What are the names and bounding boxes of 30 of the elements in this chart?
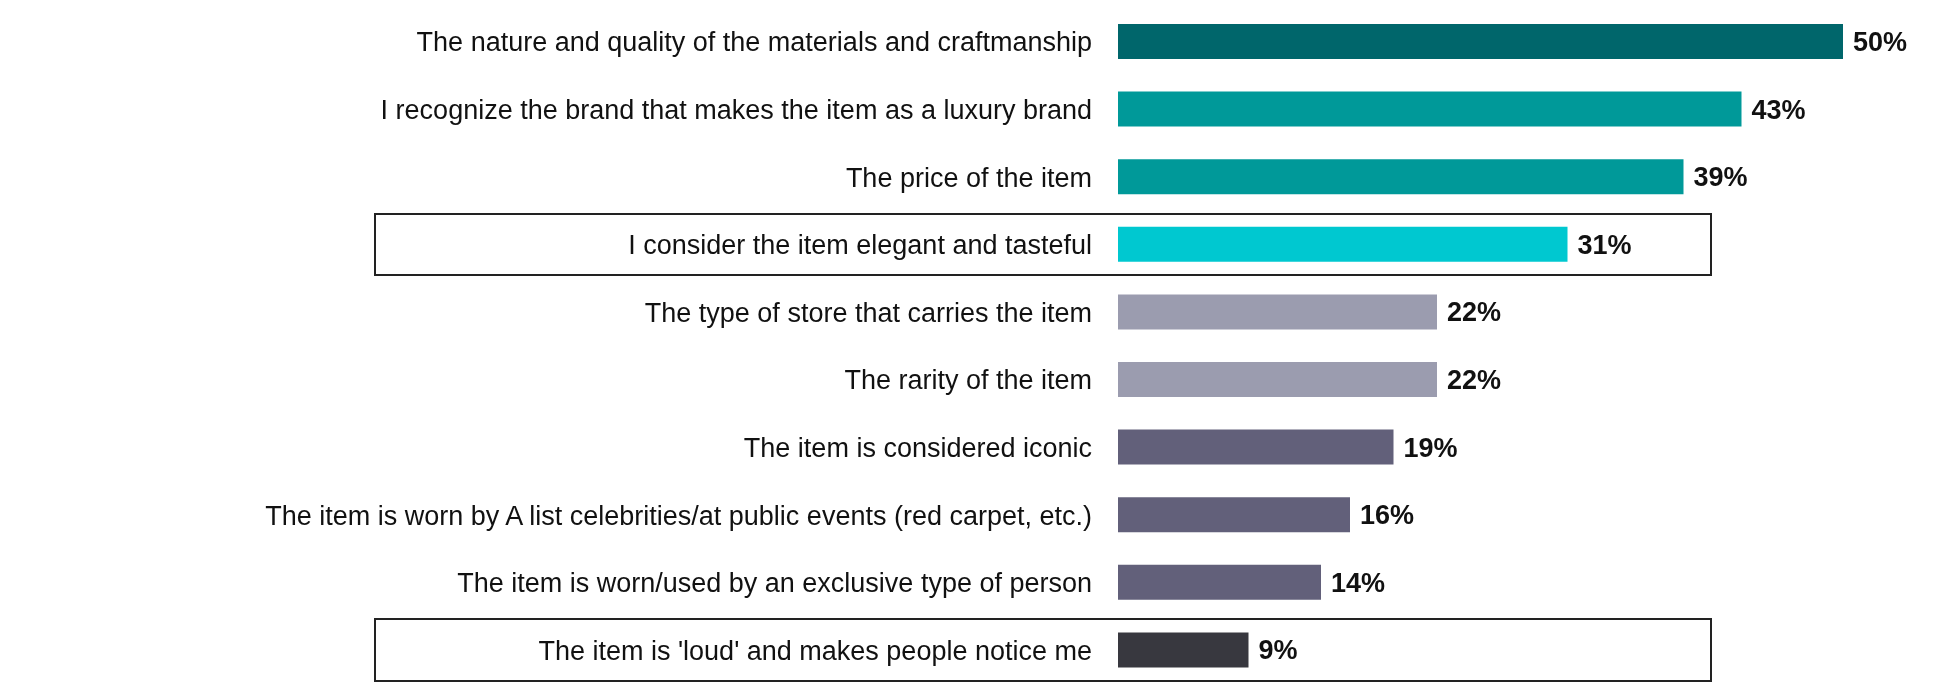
y-tick-label: The item is 'loud' and makes people notice me xyxy=(538,635,1092,666)
data-label: 43% xyxy=(1751,94,1806,125)
y-tick-label: I consider the item elegant and tasteful xyxy=(628,230,1092,261)
data-label: 31% xyxy=(1577,229,1632,260)
data-label: 39% xyxy=(1693,162,1748,193)
bar xyxy=(1118,564,1321,600)
bar xyxy=(1118,159,1684,195)
y-tick-label: The price of the item xyxy=(845,162,1092,193)
bar xyxy=(1118,294,1437,330)
y-tick-label: The nature and quality of the materials and craftmanship xyxy=(416,27,1092,58)
data-label: 22% xyxy=(1447,297,1502,328)
y-tick-label: The item is worn by A list celebrities/at public events (red carpet, etc.) xyxy=(265,500,1092,531)
data-label: 9% xyxy=(1258,635,1298,666)
bar xyxy=(1118,429,1394,465)
data-label: 22% xyxy=(1447,365,1502,396)
bar xyxy=(1118,362,1437,397)
bar xyxy=(1118,91,1742,127)
data-label: 14% xyxy=(1331,567,1386,598)
y-tick-label: The rarity of the item xyxy=(844,365,1092,396)
bar xyxy=(1118,24,1843,59)
y-tick-label: The item is worn/used by an exclusive type of person xyxy=(457,568,1092,599)
bar xyxy=(1118,632,1249,668)
y-tick-label: The type of store that carries the item xyxy=(644,297,1092,328)
data-label: 19% xyxy=(1403,432,1458,463)
data-label: 50% xyxy=(1853,27,1908,58)
y-tick-label: The item is considered iconic xyxy=(743,432,1092,463)
bar xyxy=(1118,226,1568,262)
data-label: 16% xyxy=(1360,500,1415,531)
bar xyxy=(1118,497,1350,533)
y-tick-label: I recognize the brand that makes the item as a luxury brand xyxy=(380,94,1092,125)
